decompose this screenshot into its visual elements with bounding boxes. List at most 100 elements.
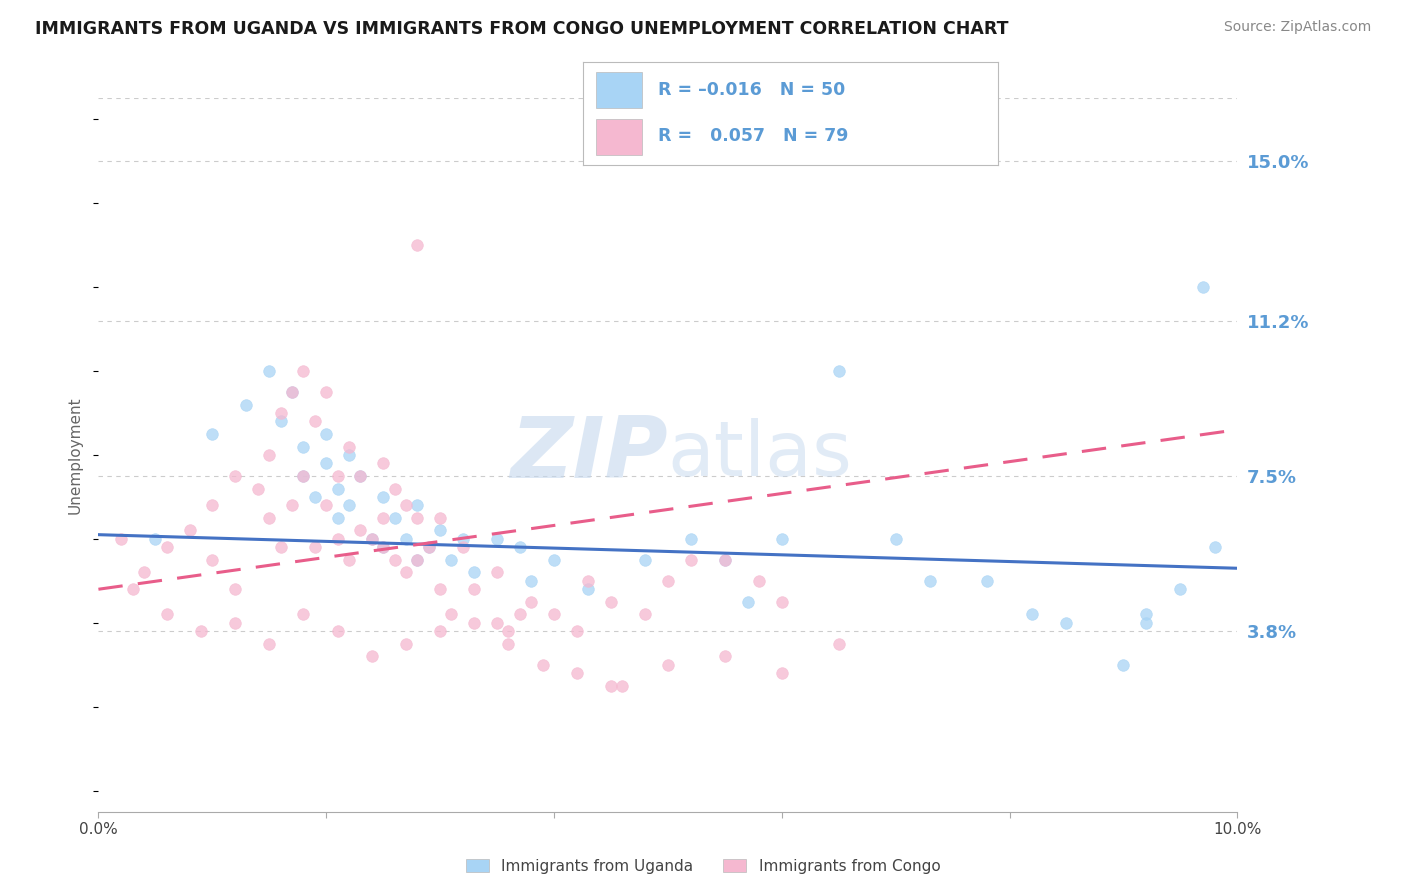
Point <box>440 607 463 622</box>
Point <box>121 582 143 597</box>
Point <box>520 574 543 588</box>
Point <box>259 364 281 378</box>
Point <box>292 364 315 378</box>
Point <box>224 615 246 630</box>
FancyBboxPatch shape <box>596 71 641 108</box>
Point <box>201 426 224 441</box>
FancyBboxPatch shape <box>596 119 641 155</box>
Point <box>270 414 292 428</box>
Point <box>235 398 257 412</box>
Point <box>429 582 451 597</box>
Point <box>110 532 132 546</box>
Point <box>509 607 531 622</box>
Point <box>326 624 349 639</box>
Text: R =   0.057   N = 79: R = 0.057 N = 79 <box>658 127 849 145</box>
Point <box>976 574 998 588</box>
Point <box>770 666 793 681</box>
Point <box>406 553 429 567</box>
Point <box>281 498 304 512</box>
Point <box>315 384 337 399</box>
Point <box>918 574 941 588</box>
Point <box>270 541 292 555</box>
Point <box>179 524 201 538</box>
Point <box>360 532 382 546</box>
Point <box>246 482 269 496</box>
Point <box>714 649 737 664</box>
Point <box>349 469 371 483</box>
Point <box>156 607 179 622</box>
Point <box>292 440 315 454</box>
Point <box>406 553 429 567</box>
Text: Source: ZipAtlas.com: Source: ZipAtlas.com <box>1223 20 1371 34</box>
Point <box>576 582 599 597</box>
Point <box>1021 607 1043 622</box>
Point <box>1112 657 1135 672</box>
Point <box>714 553 737 567</box>
Point <box>395 498 418 512</box>
Point <box>406 511 429 525</box>
Point <box>520 595 543 609</box>
Point <box>395 566 418 580</box>
Point <box>770 595 793 609</box>
Point <box>395 532 418 546</box>
Point <box>315 426 337 441</box>
Legend: Immigrants from Uganda, Immigrants from Congo: Immigrants from Uganda, Immigrants from … <box>460 853 946 880</box>
Point <box>384 511 406 525</box>
Point <box>373 490 395 504</box>
Point <box>360 532 382 546</box>
Point <box>326 482 349 496</box>
Point <box>429 624 451 639</box>
Point <box>657 574 679 588</box>
Point <box>440 553 463 567</box>
Point <box>463 566 485 580</box>
Point <box>679 553 702 567</box>
Point <box>828 637 851 651</box>
Point <box>498 624 520 639</box>
Point <box>326 511 349 525</box>
Point <box>634 553 657 567</box>
Point <box>373 541 395 555</box>
Point <box>498 637 520 651</box>
Point <box>884 532 907 546</box>
Point <box>201 498 224 512</box>
Point <box>337 440 360 454</box>
Point <box>224 582 246 597</box>
Point <box>714 553 737 567</box>
Point <box>145 532 167 546</box>
Point <box>679 532 702 546</box>
Point <box>543 607 565 622</box>
Point <box>315 456 337 470</box>
Point <box>156 541 179 555</box>
Point <box>201 553 224 567</box>
Point <box>770 532 793 546</box>
Point <box>259 511 281 525</box>
Point <box>737 595 759 609</box>
Point <box>463 582 485 597</box>
Point <box>292 607 315 622</box>
Point <box>259 448 281 462</box>
Point <box>576 574 599 588</box>
Point <box>1135 615 1157 630</box>
Point <box>190 624 212 639</box>
Point <box>634 607 657 622</box>
Point <box>418 541 440 555</box>
Point <box>292 469 315 483</box>
Point <box>565 624 588 639</box>
Point <box>281 384 304 399</box>
Point <box>304 541 326 555</box>
Point <box>600 679 623 693</box>
Point <box>451 541 474 555</box>
Point <box>315 498 337 512</box>
Point <box>337 553 360 567</box>
Point <box>486 615 509 630</box>
Point <box>326 532 349 546</box>
Point <box>451 532 474 546</box>
Point <box>395 637 418 651</box>
Point <box>373 456 395 470</box>
Point <box>259 637 281 651</box>
Point <box>1056 615 1078 630</box>
Point <box>349 469 371 483</box>
Point <box>337 448 360 462</box>
Point <box>429 511 451 525</box>
Point <box>406 238 429 252</box>
